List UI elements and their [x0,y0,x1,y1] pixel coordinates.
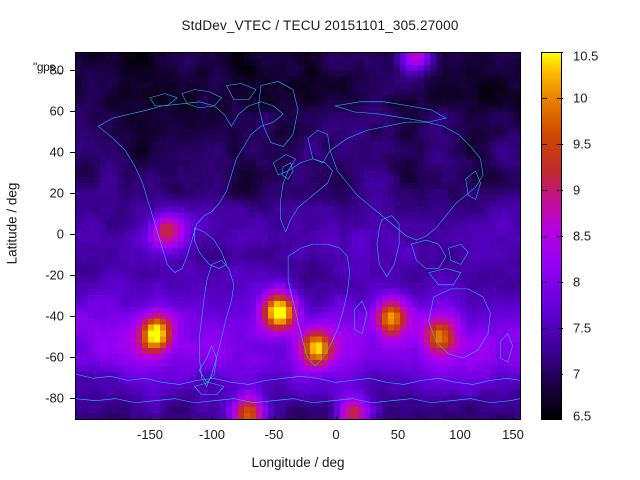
xtick-mark [274,415,275,420]
colorbar-tick [557,190,563,191]
colorbar-label: 8 [573,274,581,290]
colorbar-label: 8.5 [573,228,592,244]
map-plot-area [75,52,521,420]
colorbar-label: 10.5 [573,48,599,64]
xtick-label: 100 [449,427,471,442]
ytick-mark [70,398,75,399]
xtick-label: 0 [332,427,340,442]
colorbar-label: 9.5 [573,136,592,152]
colorbar-label: 7.5 [573,320,592,336]
colorbar-tick [541,282,547,283]
colorbar-label: 9 [573,182,581,198]
colorbar-tick [557,374,563,375]
ytick-label: -80 [45,390,64,406]
ytick-label: 0 [56,226,64,242]
colorbar-tick [541,328,547,329]
ytick-label: -40 [45,308,64,324]
colorbar-tick [557,282,563,283]
ytick-mark [70,316,75,317]
ytick-label: -60 [45,349,64,365]
colorbar-tick [557,98,563,99]
ytick-mark [70,111,75,112]
xtick-mark [150,415,151,420]
heatmap-raster [76,53,520,419]
colorbar-label: 10 [573,90,588,106]
ytick-mark [70,70,75,71]
xtick-mark [513,415,514,420]
colorbar-tick [557,328,563,329]
figure-title: StdDev_VTEC / TECU 20151101_305.27000 [181,18,459,33]
colorbar-tick [541,190,547,191]
colorbar-tick [541,98,547,99]
ytick-mark [70,357,75,358]
x-axis-label: Longitude / deg [251,455,345,470]
y-axis-label: Latitude / deg [4,182,20,265]
xtick-mark [336,415,337,420]
ytick-label: 20 [49,185,64,201]
xtick-mark [460,415,461,420]
ytick-mark [70,275,75,276]
colorbar-label: 7 [573,366,581,382]
coastline-overlay [76,53,520,419]
ytick-mark [70,152,75,153]
stray-key-text: "gps_ [33,60,62,74]
xtick-label: -50 [264,427,284,442]
xtick-label: -150 [136,427,164,442]
ytick-label: 60 [49,103,64,119]
ytick-mark [70,193,75,194]
ytick-mark [70,234,75,235]
colorbar-tick [541,144,547,145]
colorbar-tick [557,236,563,237]
colorbar-label: 6.5 [573,408,592,424]
ytick-label: 40 [49,144,64,160]
ytick-label: 80 [49,62,64,78]
colorbar-tick [557,52,563,53]
colorbar-tick [541,374,547,375]
xtick-label: 50 [390,427,406,442]
xtick-mark [398,415,399,420]
xtick-label: 150 [502,427,524,442]
xtick-mark [212,415,213,420]
colorbar-tick [541,236,547,237]
ytick-label: -20 [45,267,64,283]
xtick-label: -100 [198,427,226,442]
colorbar-tick [557,144,563,145]
